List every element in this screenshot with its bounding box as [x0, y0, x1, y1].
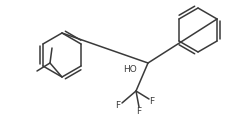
- Text: F: F: [115, 101, 120, 109]
- Text: F: F: [136, 107, 141, 117]
- Text: F: F: [149, 97, 154, 105]
- Text: HO: HO: [123, 65, 137, 74]
